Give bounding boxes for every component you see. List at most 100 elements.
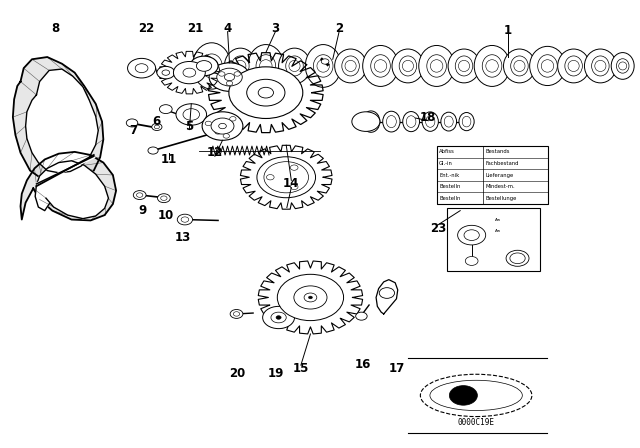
- Circle shape: [225, 73, 235, 81]
- Ellipse shape: [619, 62, 627, 70]
- Ellipse shape: [462, 116, 471, 127]
- Circle shape: [183, 109, 200, 120]
- Text: Bestelln: Bestelln: [439, 196, 461, 201]
- Ellipse shape: [193, 43, 231, 89]
- Ellipse shape: [458, 60, 470, 72]
- Circle shape: [157, 194, 170, 202]
- Circle shape: [234, 72, 241, 76]
- Circle shape: [154, 125, 159, 129]
- Text: Mindest-m.: Mindest-m.: [486, 184, 516, 189]
- Text: 6: 6: [152, 115, 161, 128]
- Text: 4: 4: [223, 22, 232, 34]
- Circle shape: [215, 129, 221, 134]
- Ellipse shape: [260, 60, 272, 72]
- Ellipse shape: [403, 60, 413, 72]
- Ellipse shape: [595, 60, 606, 72]
- Circle shape: [219, 123, 227, 129]
- Ellipse shape: [406, 116, 416, 128]
- Text: 11: 11: [161, 153, 177, 166]
- Ellipse shape: [426, 116, 435, 127]
- Circle shape: [291, 184, 298, 190]
- Ellipse shape: [565, 56, 582, 76]
- Text: 1: 1: [504, 24, 512, 37]
- Polygon shape: [26, 69, 99, 173]
- Circle shape: [257, 157, 316, 198]
- Ellipse shape: [430, 380, 522, 410]
- Circle shape: [176, 104, 207, 125]
- Text: 5: 5: [185, 120, 193, 133]
- Circle shape: [173, 61, 205, 84]
- Ellipse shape: [342, 56, 359, 76]
- Ellipse shape: [374, 60, 387, 72]
- Text: 20: 20: [229, 366, 245, 379]
- Ellipse shape: [422, 112, 438, 131]
- Ellipse shape: [541, 60, 554, 72]
- Ellipse shape: [248, 44, 284, 87]
- Circle shape: [162, 70, 170, 75]
- Circle shape: [266, 175, 274, 180]
- Ellipse shape: [511, 56, 528, 76]
- Bar: [436, 146, 548, 204]
- Ellipse shape: [392, 49, 424, 83]
- Ellipse shape: [285, 56, 303, 76]
- Circle shape: [202, 112, 243, 140]
- Ellipse shape: [568, 60, 579, 72]
- Ellipse shape: [305, 44, 341, 87]
- Circle shape: [217, 68, 243, 86]
- Circle shape: [356, 312, 367, 320]
- Circle shape: [264, 162, 308, 193]
- Text: 21: 21: [188, 22, 204, 34]
- Polygon shape: [35, 161, 108, 219]
- Circle shape: [294, 286, 327, 309]
- Ellipse shape: [482, 55, 502, 77]
- Ellipse shape: [420, 374, 532, 417]
- Ellipse shape: [504, 49, 536, 83]
- Circle shape: [209, 63, 250, 91]
- Circle shape: [211, 118, 234, 134]
- Text: Bestellunge: Bestellunge: [486, 196, 517, 201]
- Ellipse shape: [205, 59, 218, 73]
- Circle shape: [271, 312, 286, 323]
- Ellipse shape: [538, 55, 557, 77]
- Ellipse shape: [256, 55, 276, 77]
- Text: 0000C19E: 0000C19E: [458, 418, 495, 426]
- Ellipse shape: [514, 60, 525, 72]
- Circle shape: [458, 225, 486, 245]
- Ellipse shape: [232, 56, 249, 76]
- Circle shape: [127, 58, 156, 78]
- Circle shape: [234, 312, 240, 316]
- Text: 22: 22: [138, 22, 155, 34]
- Ellipse shape: [235, 60, 246, 72]
- Ellipse shape: [399, 56, 417, 76]
- Circle shape: [177, 214, 193, 225]
- Circle shape: [135, 64, 148, 73]
- Circle shape: [464, 230, 479, 241]
- Circle shape: [304, 293, 317, 302]
- Circle shape: [126, 119, 138, 127]
- Ellipse shape: [345, 60, 356, 72]
- Ellipse shape: [366, 116, 376, 128]
- Ellipse shape: [362, 111, 380, 132]
- Text: Gl.-in: Gl.-in: [439, 161, 453, 166]
- Circle shape: [223, 134, 230, 138]
- Circle shape: [230, 116, 236, 121]
- Text: 13: 13: [175, 231, 191, 244]
- Ellipse shape: [427, 55, 447, 77]
- Bar: [447, 208, 540, 271]
- Circle shape: [380, 288, 394, 298]
- Circle shape: [205, 121, 212, 125]
- Ellipse shape: [459, 112, 474, 131]
- Circle shape: [229, 67, 303, 118]
- Text: 2: 2: [335, 22, 343, 34]
- Ellipse shape: [530, 46, 565, 86]
- Ellipse shape: [363, 45, 398, 86]
- Circle shape: [181, 217, 189, 222]
- Ellipse shape: [289, 60, 300, 72]
- Text: Fachbestand: Fachbestand: [486, 161, 520, 166]
- Text: Ent.-nik: Ent.-nik: [439, 172, 460, 177]
- Circle shape: [227, 81, 233, 86]
- Text: Lieferange: Lieferange: [486, 172, 515, 177]
- Text: Bestelln: Bestelln: [439, 184, 461, 189]
- Circle shape: [196, 60, 212, 71]
- Circle shape: [510, 253, 525, 263]
